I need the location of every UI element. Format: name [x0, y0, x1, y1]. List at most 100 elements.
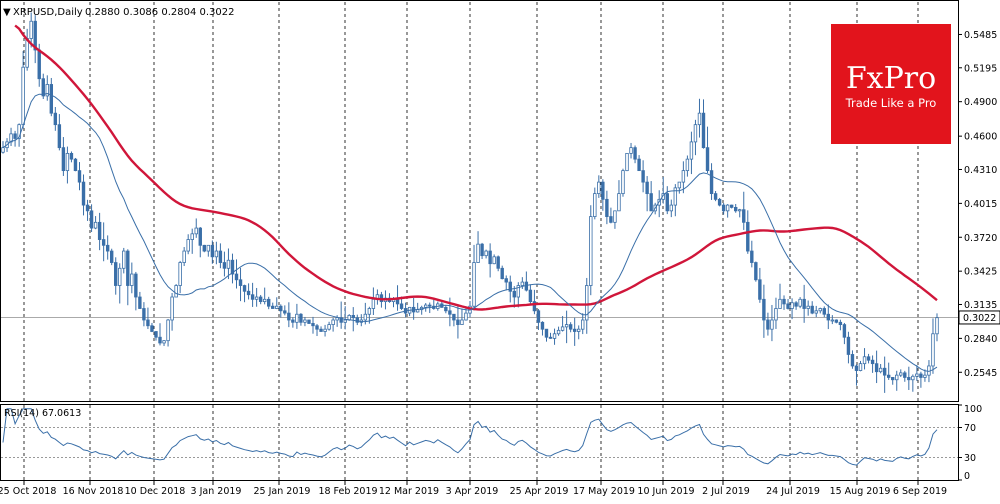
candle-body [915, 373, 919, 377]
candle-body [774, 308, 778, 321]
candle-body [303, 319, 307, 323]
current-price-value: 0.3022 [963, 313, 996, 324]
candle-body [886, 374, 891, 378]
candle-body [613, 210, 617, 223]
candle-body [174, 285, 178, 298]
candle-body [734, 206, 738, 212]
candle-body [182, 250, 186, 263]
candle-body [258, 296, 263, 303]
candle-body [85, 204, 90, 212]
candle-body [315, 325, 319, 330]
candle-body [267, 298, 271, 307]
logo-brand: FxPro [846, 61, 936, 96]
candle-body [61, 147, 66, 172]
candle-body [717, 198, 722, 206]
candle-body [689, 141, 694, 160]
candle-body [500, 267, 504, 280]
rsi-tick-label: 70 [964, 423, 976, 434]
candle-body [150, 325, 154, 332]
candle-body [597, 181, 601, 195]
candle-body [460, 319, 464, 325]
candle-body [882, 367, 887, 376]
header-arrow-icon: ▼ [3, 7, 11, 18]
candle-body [262, 298, 267, 303]
candle-body [275, 305, 279, 309]
candle-body [254, 296, 259, 300]
candle-body [246, 290, 251, 296]
rsi-axis: 100 70 30 0 [958, 404, 982, 482]
candle-body [130, 273, 134, 286]
candle-body [242, 285, 247, 292]
candle-body [476, 243, 480, 263]
candle-body [649, 193, 653, 212]
current-price-label: 0.3022 [958, 310, 1000, 325]
candle-body [250, 294, 255, 300]
candle-body [194, 227, 198, 235]
candle-body [911, 375, 915, 381]
candle-body [327, 324, 331, 330]
candle-body [834, 319, 839, 323]
candle-body [874, 363, 879, 373]
candle-body [931, 333, 935, 367]
candle-body [77, 170, 82, 183]
candle-body [73, 158, 78, 172]
candle-body [283, 310, 287, 314]
candle-body [81, 181, 86, 206]
candle-body [576, 328, 581, 332]
candle-body [122, 250, 126, 269]
candle-body [162, 340, 166, 344]
price-tick-label: 0.2840 [964, 334, 997, 345]
candle-body [21, 66, 25, 126]
rsi-tick-label: 30 [964, 453, 976, 464]
date-tick-label: 25 Oct 2018 [0, 486, 56, 497]
price-tick-label: 0.4600 [964, 132, 997, 143]
candle-body [311, 323, 315, 327]
candle-body [202, 244, 206, 252]
candle-body [504, 278, 508, 283]
candle-body [464, 312, 468, 321]
candle-body [589, 216, 593, 286]
candle-body [818, 308, 822, 312]
candle-body [146, 319, 150, 327]
candle-body [480, 243, 484, 257]
candle-body [319, 328, 323, 332]
candle-body [754, 262, 758, 281]
candle-body [339, 317, 343, 323]
price-tick-label: 0.3425 [964, 267, 997, 278]
candle-body [854, 365, 859, 371]
candle-body [45, 84, 49, 97]
candle-body [395, 298, 400, 305]
price-tick-label: 0.4900 [964, 97, 997, 108]
candle-body [794, 302, 798, 307]
candle-body [118, 267, 122, 286]
candle-body [295, 313, 299, 323]
candle-body [746, 221, 750, 252]
moving-average-slow [14, 24, 938, 311]
candle-body [13, 133, 17, 139]
candle-body [101, 239, 106, 246]
candle-body [178, 262, 182, 286]
candle-body [367, 308, 372, 315]
candle-body [669, 204, 673, 212]
candle-body [299, 313, 303, 323]
candle-body [814, 310, 818, 314]
candle-body [238, 279, 243, 286]
candle-body [895, 374, 899, 381]
candle-body [919, 373, 923, 378]
candle-body [633, 147, 637, 160]
candle-body [41, 78, 45, 97]
candle-body [508, 281, 512, 292]
candle-body [53, 112, 58, 126]
candle-body [721, 204, 726, 212]
candle-body [488, 250, 492, 265]
candle-body [9, 133, 13, 143]
candle-body [49, 84, 54, 114]
price-tick-label: 0.4015 [964, 199, 997, 210]
rsi-tick-label: 100 [964, 404, 982, 415]
candle-body [609, 216, 613, 223]
candle-body [782, 298, 786, 305]
candle-body [798, 298, 802, 307]
date-tick-label: 10 Dec 2018 [125, 486, 186, 497]
candle-body [234, 273, 239, 281]
candle-body [93, 221, 98, 229]
